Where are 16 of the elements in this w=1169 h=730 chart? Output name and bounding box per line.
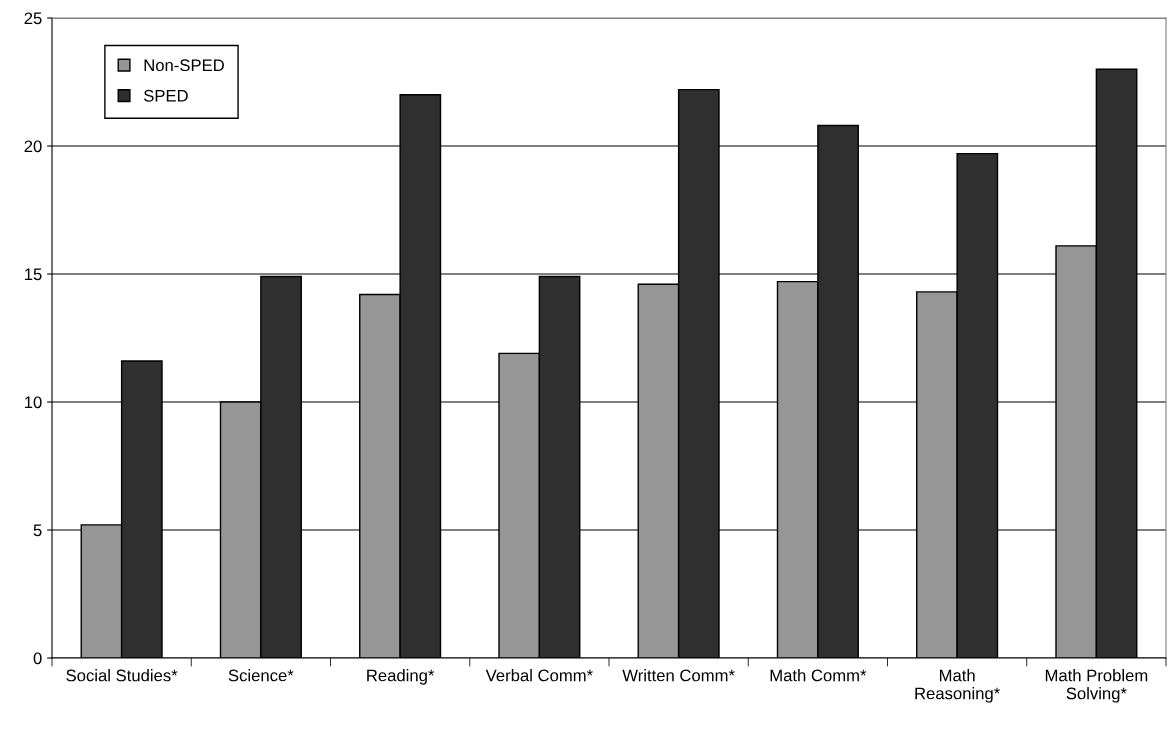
x-tick-label: Social Studies* bbox=[66, 669, 178, 682]
y-tick-label: 5 bbox=[33, 524, 42, 537]
x-tick-label: Written Comm* bbox=[622, 669, 735, 682]
x-tick-label: Reading* bbox=[367, 669, 435, 685]
x-tick-label: Math Comm* bbox=[770, 669, 867, 682]
y-tick-label: 0 bbox=[33, 652, 42, 665]
y-tick-label: 25 bbox=[24, 12, 42, 25]
y-tick-label: 15 bbox=[25, 268, 42, 281]
legend-label: SPED bbox=[143, 89, 188, 102]
legend-label: Non-SPED bbox=[144, 59, 224, 72]
x-tick-label: Verbal Comm* bbox=[485, 669, 593, 682]
x-tick-label: Math Problem Solving* bbox=[1045, 669, 1148, 703]
y-tick-label: 20 bbox=[24, 140, 42, 153]
x-tick-label: Science* bbox=[228, 669, 294, 682]
y-tick-label: 10 bbox=[25, 396, 42, 409]
x-tick-label: Math Reasoning* bbox=[915, 669, 1000, 703]
